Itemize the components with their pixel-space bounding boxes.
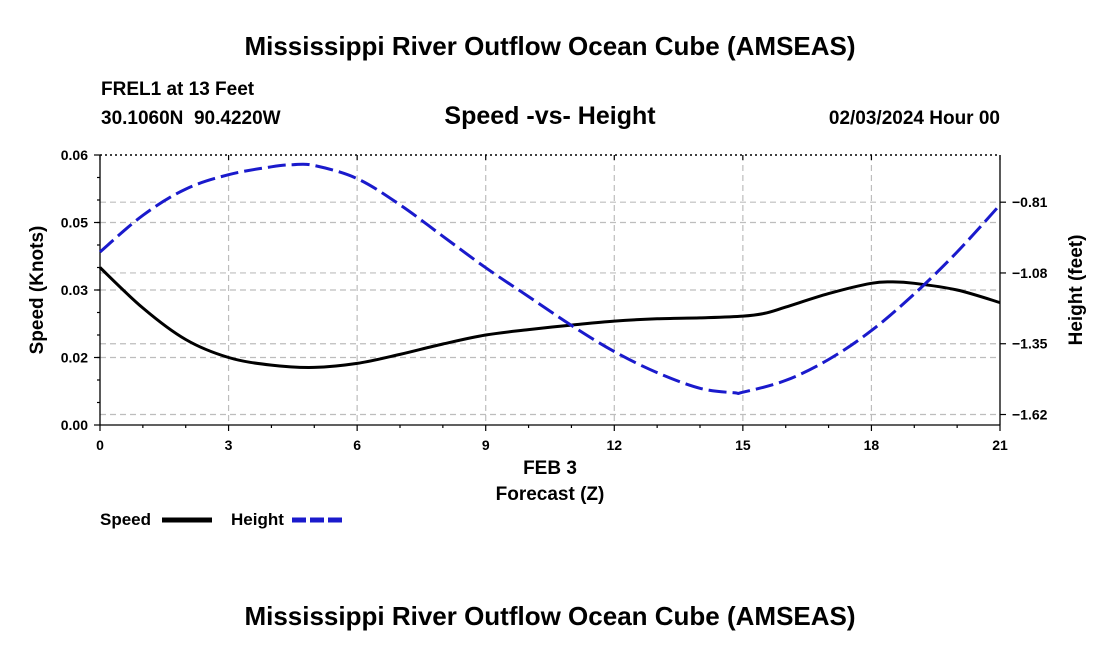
series-lines <box>98 162 1002 396</box>
y-tick-label: 0.00 <box>61 417 88 433</box>
x-tick-label: 0 <box>96 437 104 453</box>
y-tick-label: 0.02 <box>61 350 88 366</box>
x-axis-date-label: FEB 3 <box>523 458 577 479</box>
y-axis-label: Speed (Knots) <box>27 226 48 355</box>
station-name: FREL1 at 13 Feet <box>101 79 255 100</box>
x-tick-label: 6 <box>353 437 361 453</box>
y-tick-label: 0.06 <box>61 147 88 163</box>
x-tick-label: 9 <box>482 437 490 453</box>
y2-tick-label: −1.62 <box>1012 407 1048 423</box>
x-axis-label: Forecast (Z) <box>496 484 605 505</box>
legend: Speed Height <box>100 510 342 529</box>
y-tick-label: 0.05 <box>61 215 88 231</box>
legend-label-speed: Speed <box>100 510 151 529</box>
grid-lines <box>100 155 1000 425</box>
series-line-speed <box>98 266 1001 369</box>
y2-tick-label: −1.08 <box>1012 265 1048 281</box>
page-title: Mississippi River Outflow Ocean Cube (AM… <box>244 31 855 61</box>
chart-title: Speed -vs- Height <box>444 102 656 130</box>
series-line-height <box>99 162 1002 396</box>
x-tick-label: 12 <box>606 437 622 453</box>
axis-ticks: 0 3 6 9 12 15 18 21 0.00 0.02 0.03 0.05 0.06 −1.62 −1.… <box>61 147 1048 453</box>
y2-axis-label: Height (feet) <box>1066 235 1087 346</box>
x-tick-label: 18 <box>864 437 880 453</box>
y2-tick-label: −1.35 <box>1012 336 1048 352</box>
station-coords: 30.1060N 90.4220W <box>101 108 281 129</box>
page-title-repeat: Mississippi River Outflow Ocean Cube (AM… <box>244 601 855 631</box>
x-tick-label: 15 <box>735 437 751 453</box>
x-tick-label: 3 <box>225 437 233 453</box>
y-tick-label: 0.03 <box>61 282 88 298</box>
legend-label-height: Height <box>231 510 284 529</box>
x-tick-label: 21 <box>992 437 1008 453</box>
forecast-date: 02/03/2024 Hour 00 <box>829 108 1000 129</box>
y2-tick-label: −0.81 <box>1012 194 1048 210</box>
